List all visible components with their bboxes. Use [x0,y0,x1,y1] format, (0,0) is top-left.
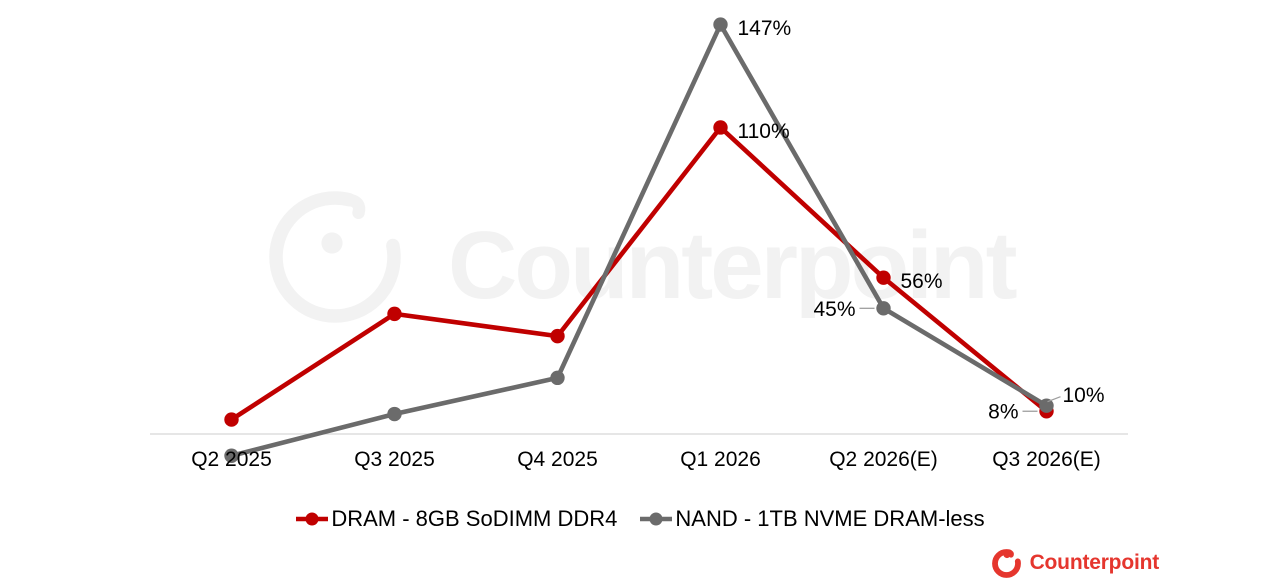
watermark-text: Counterpoint [448,212,1017,319]
legend-item: DRAM - 8GB SoDIMM DDR4 [295,506,617,532]
series-line [230,125,1048,422]
series-point [550,370,565,386]
series-point [876,301,891,316]
series-nand [224,17,1054,463]
series-point [224,448,239,463]
series-point [387,306,402,322]
watermark: Counterpoint [269,191,1020,323]
legend-label: NAND - 1TB NVME DRAM-less [675,506,985,531]
series-point [713,120,728,135]
data-label: 45% [813,298,855,321]
data-label: 147% [738,17,792,40]
series-point [550,328,565,344]
x-axis-label: Q3 2025 [354,448,435,471]
watermark-logo-icon [269,191,401,323]
series-point [713,17,728,32]
counterpoint-logo: Counterpoint [991,546,1159,580]
data-label: 10% [1063,384,1105,407]
x-axis-label: Q2 2026(E) [829,448,938,471]
chart-legend: DRAM - 8GB SoDIMM DDR4 NAND - 1TB NVME DR… [0,501,1280,537]
x-axis-label: Q4 2025 [517,448,598,471]
x-axis-label: Q2 2025 [191,448,272,471]
data-label: 8% [988,401,1018,424]
x-axis-label: Q1 2026 [680,448,761,471]
series-point [876,270,891,285]
label-leader-line [1047,396,1061,403]
legend-marker-icon [640,512,673,526]
series-point [387,406,402,422]
x-axis-label: Q3 2026(E) [992,448,1101,471]
legend-label: DRAM - 8GB SoDIMM DDR4 [331,506,618,531]
legend-marker-icon [296,512,329,526]
series-point [1039,398,1054,413]
data-label: 110% [738,120,790,143]
counterpoint-logo-text: Counterpoint [1029,551,1160,574]
series-point [224,412,239,427]
counterpoint-logo-glyph [991,549,1021,578]
data-label: 56% [901,270,943,293]
series-line [230,22,1048,458]
legend-item: NAND - 1TB NVME DRAM-less [639,506,985,532]
counterpoint-logo-icon [991,549,1021,578]
